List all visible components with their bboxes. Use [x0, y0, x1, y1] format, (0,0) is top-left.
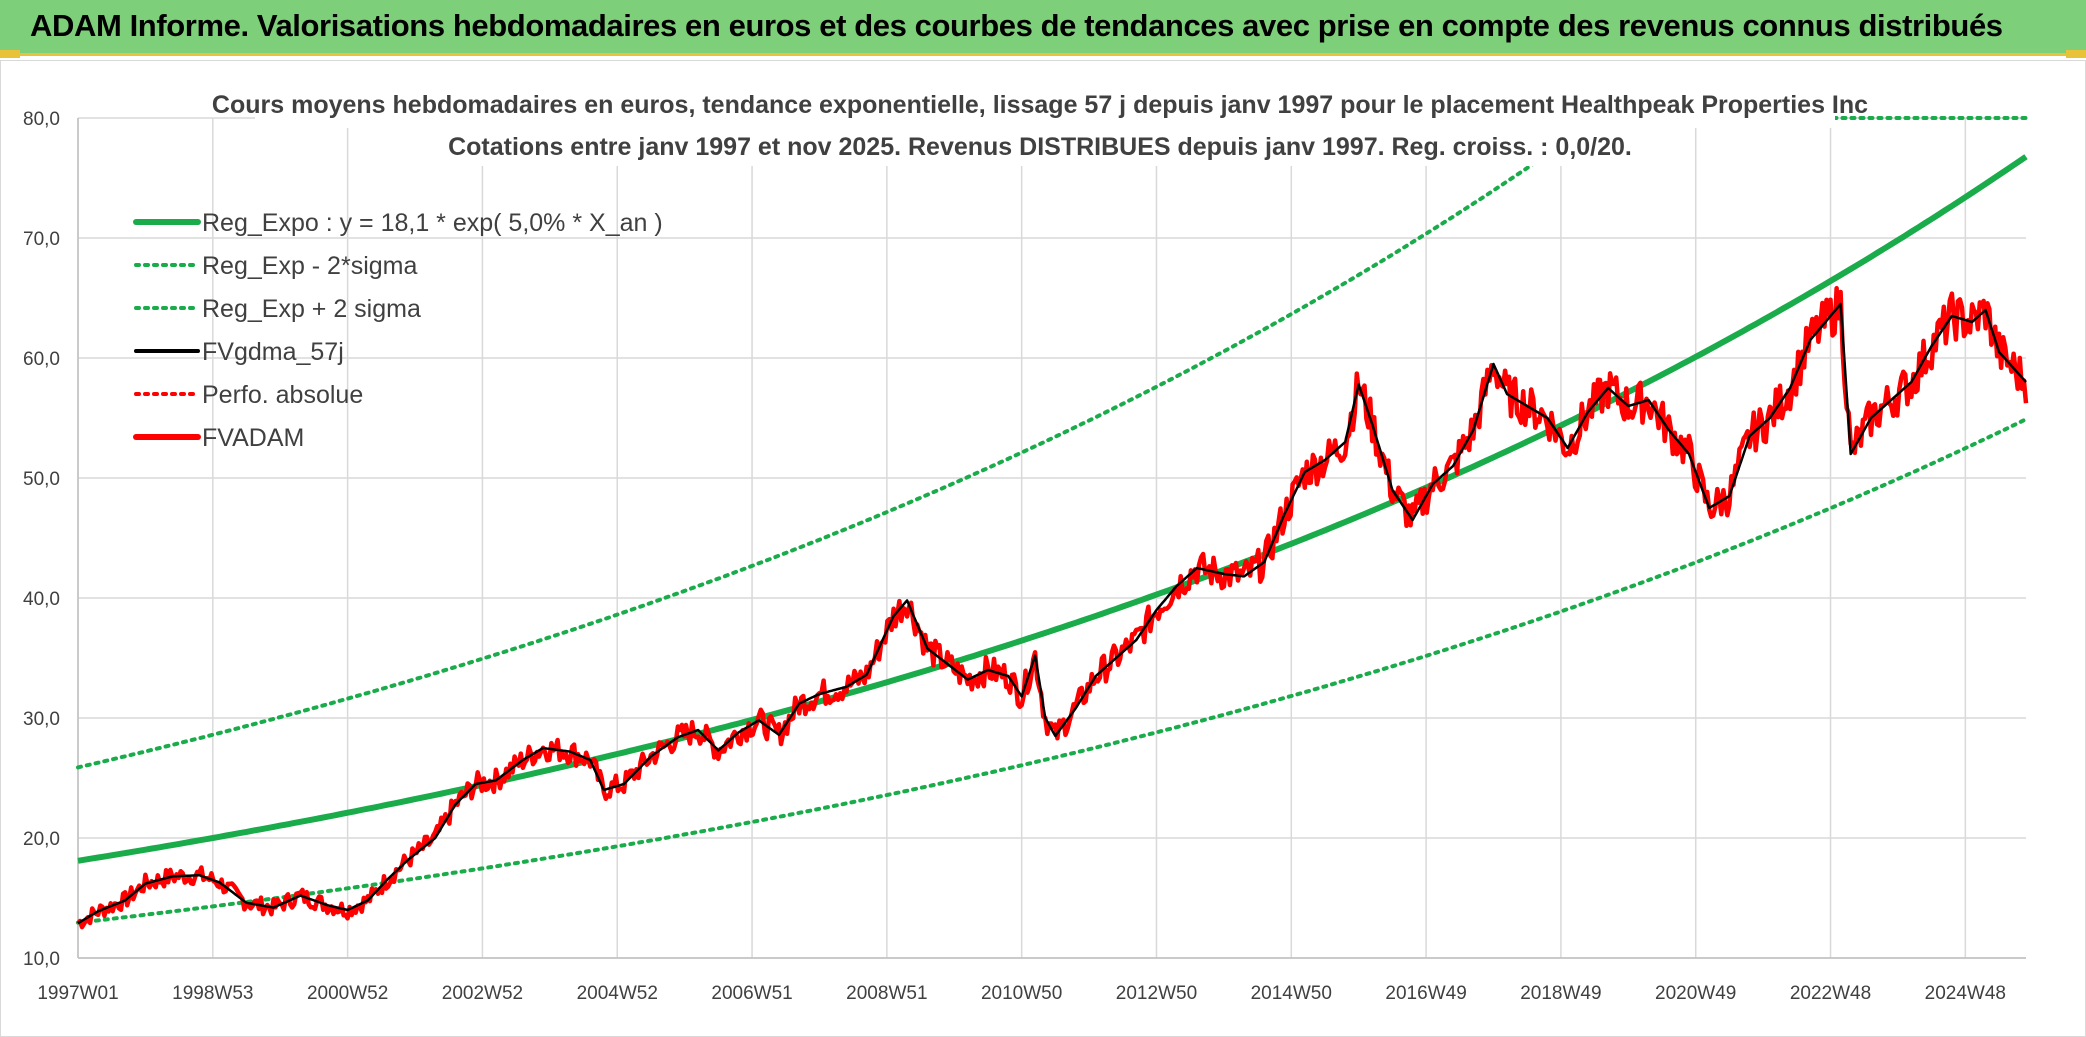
x-tick-label: 2004W52: [577, 983, 658, 1004]
y-tick-label: 30,0: [23, 709, 60, 730]
legend-perfo-label: Perfo. absolue: [202, 381, 363, 409]
x-tick-label: 2014W50: [1251, 983, 1332, 1004]
x-tick-label: 2016W49: [1385, 983, 1466, 1004]
header-banner: ADAM Informe. Valorisations hebdomadaire…: [0, 0, 2086, 56]
chart-title: Cours moyens hebdomadaires en euros, ten…: [212, 91, 1868, 119]
banner-corner-left: [0, 50, 20, 58]
x-tick-label: 1998W53: [172, 983, 253, 1004]
series-layer: [76, 116, 2029, 930]
subtitle-background: [440, 128, 1640, 166]
legend-reg-plus-label: Reg_Exp + 2 sigma: [202, 295, 421, 323]
title-background: [255, 84, 1835, 128]
legend: Reg_Expo : y = 18,1 * exp( 5,0% * X_an )…: [133, 209, 663, 452]
x-tick-label: 2010W50: [981, 983, 1062, 1004]
reg-expo-line: [77, 154, 2028, 864]
fvgdma-57j-line: [77, 302, 2027, 925]
fvadam-line: [76, 286, 2029, 930]
y-tick-label: 50,0: [23, 469, 60, 490]
x-tick-label: 2006W51: [711, 983, 792, 1004]
x-tick-label: 2000W52: [307, 983, 388, 1004]
x-tick-label: 2022W48: [1790, 983, 1871, 1004]
legend-fvadam-label: FVADAM: [202, 424, 304, 452]
x-tick-label: 2008W51: [846, 983, 927, 1004]
chart-subtitle: Cotations entre janv 1997 et nov 2025. R…: [448, 133, 1632, 161]
page-title: ADAM Informe. Valorisations hebdomadaire…: [30, 8, 2003, 43]
grid: [77, 117, 2026, 959]
x-tick-label: 2002W52: [442, 983, 523, 1004]
legend-reg-expo-label: Reg_Expo : y = 18,1 * exp( 5,0% * X_an ): [202, 209, 663, 237]
axis-labels: 10,0 20,0 30,0 40,0 50,0 60,0 70,0 80,0 1997W01 1…: [23, 109, 2006, 1004]
y-tick-label: 10,0: [23, 949, 60, 970]
banner-corner-right: [2066, 50, 2086, 58]
y-tick-label: 40,0: [23, 589, 60, 610]
x-tick-label: 2020W49: [1655, 983, 1736, 1004]
x-tick-label: 2012W50: [1116, 983, 1197, 1004]
legend-reg-minus-label: Reg_Exp - 2*sigma: [202, 252, 417, 280]
reg-minus-2sigma-line: [76, 417, 2028, 925]
legend-fvgdma-label: FVgdma_57j: [202, 338, 344, 366]
x-tick-label: 2024W48: [1925, 983, 2006, 1004]
x-tick-label: 2018W49: [1520, 983, 1601, 1004]
y-tick-label: 60,0: [23, 349, 60, 370]
y-tick-label: 80,0: [23, 109, 60, 130]
x-tick-label: 1997W01: [37, 983, 118, 1004]
y-tick-label: 70,0: [23, 229, 60, 250]
y-tick-label: 20,0: [23, 829, 60, 850]
